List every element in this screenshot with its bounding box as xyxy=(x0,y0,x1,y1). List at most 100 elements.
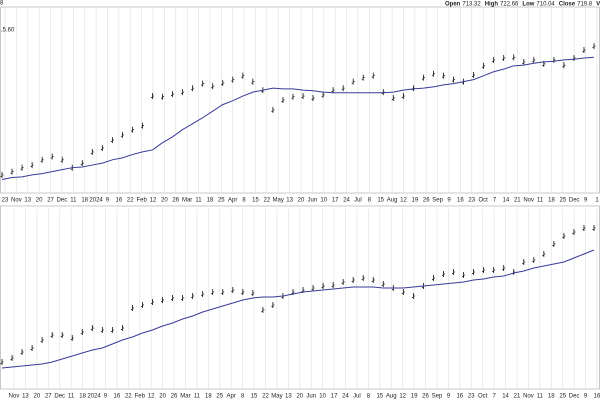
price-bar xyxy=(311,285,315,291)
price-bar xyxy=(401,93,405,100)
price-bar xyxy=(60,332,64,338)
x-tick-label: 9 xyxy=(447,198,451,204)
header-label: Open xyxy=(445,2,461,8)
x-tick-label: Nov xyxy=(9,394,20,400)
x-tick-label: 18 xyxy=(548,198,555,204)
price-bar xyxy=(391,95,395,102)
price-bar xyxy=(572,229,576,235)
x-tick-label: 25 xyxy=(559,394,566,400)
price-bar xyxy=(60,156,64,163)
x-tick-label: 26 xyxy=(171,394,178,400)
price-bar xyxy=(331,87,335,94)
price-bar xyxy=(151,93,155,100)
price-bar xyxy=(241,72,245,79)
x-tick-label: 8 xyxy=(367,394,371,400)
x-tick-label: 24 xyxy=(343,198,350,204)
x-tick-label: 16 xyxy=(116,198,123,204)
x-tick-label: 11 xyxy=(68,394,75,400)
x-tick-label: Nov xyxy=(523,394,534,400)
x-tick-label: 11 xyxy=(537,198,544,204)
x-tick-label: 9 xyxy=(584,394,588,400)
x-tick-label: Nov xyxy=(11,198,22,204)
price-bar xyxy=(50,332,54,338)
price-bar xyxy=(281,97,285,103)
x-tick-label: 7 xyxy=(493,198,497,204)
x-tick-label: Dec xyxy=(54,394,65,400)
x-tick-label: Jul xyxy=(354,198,362,204)
price-bar xyxy=(552,56,556,63)
x-tick-label: 22 xyxy=(262,394,269,400)
x-tick-label: 20 xyxy=(159,394,166,400)
price-bar xyxy=(161,297,165,303)
price-bar xyxy=(80,329,84,335)
price-bar xyxy=(431,275,435,281)
price-bar xyxy=(502,54,506,61)
price-bar xyxy=(361,275,365,281)
x-tick-label: 25 xyxy=(560,198,567,204)
x-tick-label: Feb xyxy=(135,394,146,400)
x-tick-label: May xyxy=(273,198,284,204)
price-bar xyxy=(351,78,355,85)
x-tick-label: 15 xyxy=(252,198,259,204)
header-value: 719.8 xyxy=(577,2,593,8)
price-bar xyxy=(311,95,315,102)
x-tick-label: 20 xyxy=(161,198,168,204)
price-bar xyxy=(90,148,94,155)
price-bar xyxy=(201,291,205,297)
price-bar xyxy=(271,302,275,308)
x-tick-label: 8 xyxy=(241,394,245,400)
price-bar xyxy=(20,349,24,355)
header-label: Volum xyxy=(596,2,600,8)
x-tick-label: 22 xyxy=(264,198,271,204)
price-bar xyxy=(0,171,4,178)
price-bar xyxy=(431,70,435,77)
x-tick-label: 20 xyxy=(34,394,41,400)
x-tick-label: 27 xyxy=(45,394,52,400)
price-bar xyxy=(301,93,305,100)
x-tick-label: 23 xyxy=(468,394,475,400)
price-bar xyxy=(70,335,74,341)
price-bar xyxy=(472,72,476,79)
price-bar xyxy=(552,241,556,247)
x-tick-label: 16 xyxy=(457,198,464,204)
x-tick-label: 7 xyxy=(492,394,496,400)
price-bar xyxy=(542,251,546,257)
x-tick-label: 26 xyxy=(172,198,179,204)
price-bar xyxy=(522,58,526,65)
header-value: 713.32 xyxy=(462,2,481,8)
price-bar xyxy=(592,225,596,231)
price-bar xyxy=(221,79,225,86)
x-tick-label: 20 xyxy=(298,198,305,204)
price-bar xyxy=(341,279,345,285)
x-tick-label: 23 xyxy=(468,198,475,204)
price-bar xyxy=(482,267,486,273)
price-bar xyxy=(512,54,516,61)
price-bar xyxy=(421,74,425,81)
annotation: ,5.60 xyxy=(1,28,15,34)
price-bar xyxy=(120,131,124,138)
price-bar xyxy=(492,56,496,63)
price-bar xyxy=(502,265,506,271)
price-bar xyxy=(171,295,175,301)
price-bar xyxy=(181,89,185,96)
x-tick-label: 24 xyxy=(342,394,349,400)
x-tick-label: 14 xyxy=(503,198,510,204)
price-bar xyxy=(231,287,235,293)
price-bar xyxy=(171,91,175,98)
price-bar xyxy=(211,83,215,90)
price-bar xyxy=(20,164,24,171)
x-tick-label: 18 xyxy=(81,198,88,204)
x-tick-label: Aug xyxy=(387,198,398,204)
header-label: Close xyxy=(559,2,576,8)
price-bar xyxy=(462,272,466,278)
price-bar xyxy=(411,293,415,299)
price-bar xyxy=(130,305,134,311)
x-tick-label: 12 xyxy=(148,394,155,400)
price-bar xyxy=(572,54,576,61)
moving-average xyxy=(1,249,595,369)
price-bar xyxy=(140,122,144,129)
price-bar xyxy=(231,76,235,83)
x-tick-label: 17 xyxy=(332,198,339,204)
x-tick-label: 23 xyxy=(2,198,9,204)
